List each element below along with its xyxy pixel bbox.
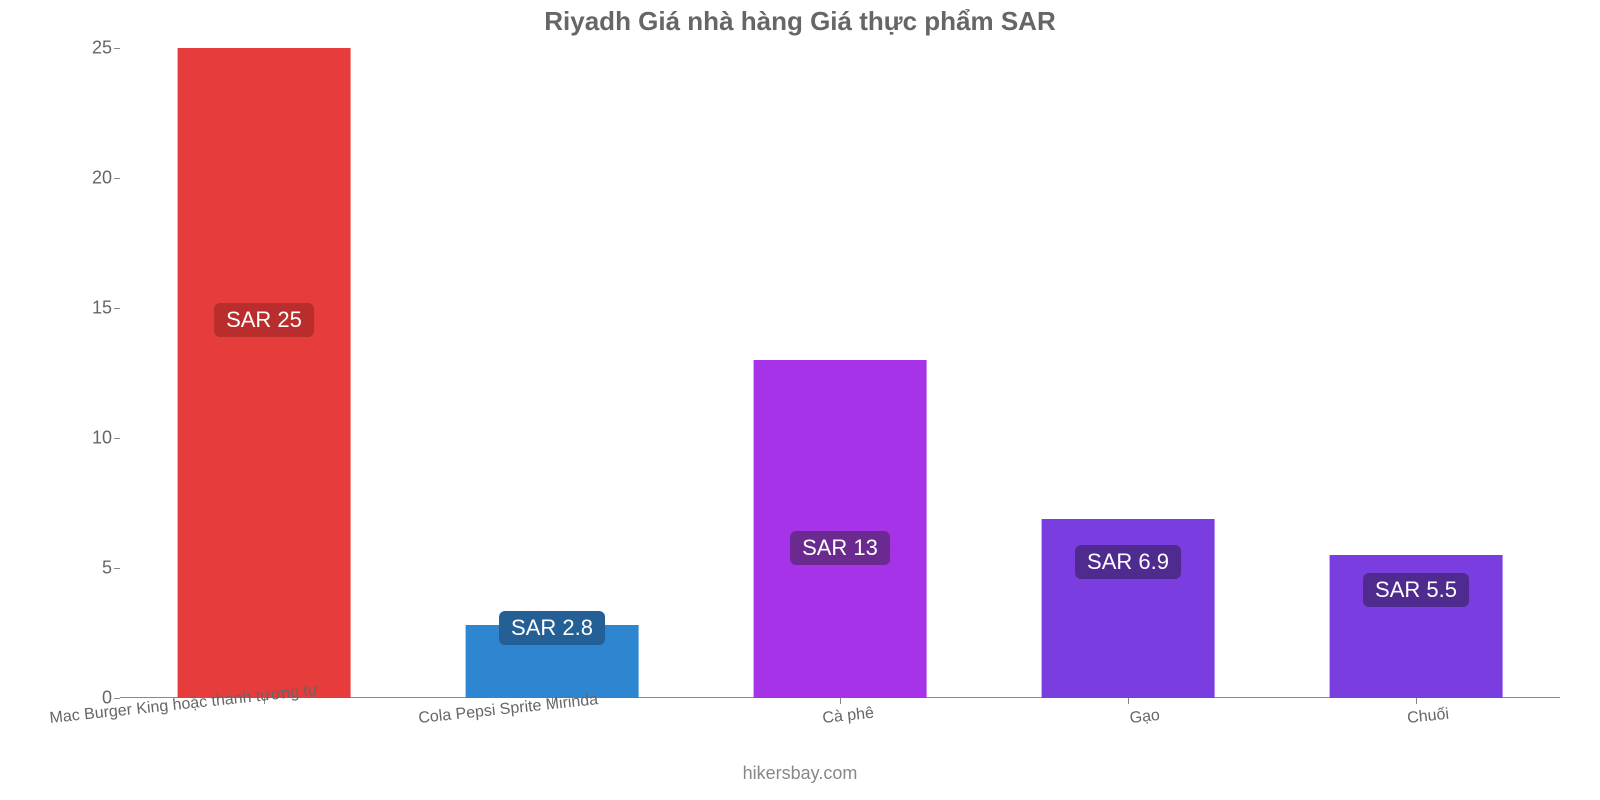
bar-slot: SAR 13Cà phê (696, 48, 984, 698)
x-tick-mark (840, 698, 841, 704)
bars-group: SAR 25Mac Burger King hoặc thanh tương t… (120, 48, 1560, 698)
chart-container: Riyadh Giá nhà hàng Giá thực phẩm SAR 05… (0, 0, 1600, 800)
y-tick-label: 15 (92, 298, 112, 319)
bar (754, 360, 927, 698)
bar (178, 48, 351, 698)
bar-value-badge: SAR 25 (214, 303, 314, 337)
bar-value-badge: SAR 13 (790, 531, 890, 565)
bar-value-badge: SAR 5.5 (1363, 573, 1469, 607)
y-tick-label: 10 (92, 428, 112, 449)
bar-slot: SAR 6.9Gạo (984, 48, 1272, 698)
bar-value-badge: SAR 2.8 (499, 611, 605, 645)
bar-slot: SAR 5.5Chuối (1272, 48, 1560, 698)
x-axis-label: Chuối (1406, 706, 1449, 728)
y-tick-label: 20 (92, 168, 112, 189)
bar-value-badge: SAR 6.9 (1075, 545, 1181, 579)
chart-title: Riyadh Giá nhà hàng Giá thực phẩm SAR (0, 6, 1600, 37)
plot-area: 0510152025 SAR 25Mac Burger King hoặc th… (120, 48, 1560, 698)
chart-footer: hikersbay.com (0, 763, 1600, 784)
x-axis-label: Cà phê (821, 705, 874, 728)
x-tick-mark (1128, 698, 1129, 704)
x-axis-label: Gạo (1129, 707, 1161, 728)
y-tick-label: 5 (102, 558, 112, 579)
y-tick-label: 25 (92, 38, 112, 59)
bar-slot: SAR 2.8Cola Pepsi Sprite Mirinda (408, 48, 696, 698)
bar-slot: SAR 25Mac Burger King hoặc thanh tương t… (120, 48, 408, 698)
x-tick-mark (1416, 698, 1417, 704)
y-tick-mark (114, 698, 120, 699)
